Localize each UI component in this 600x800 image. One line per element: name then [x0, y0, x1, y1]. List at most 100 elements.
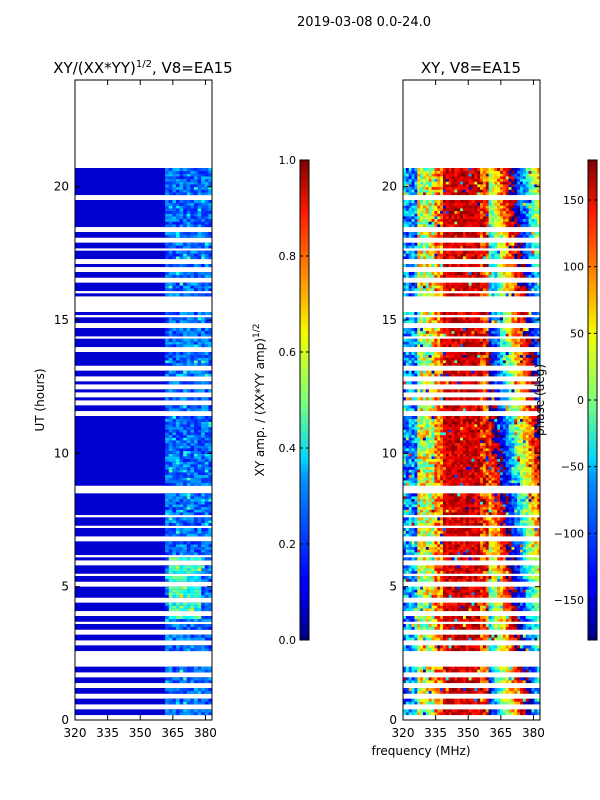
- heatmap-cell: [465, 589, 470, 593]
- heatmap-cell: [165, 698, 170, 702]
- heatmap-cell: [420, 578, 424, 582]
- heatmap-cell: [201, 216, 206, 220]
- heatmap-cell: [528, 618, 532, 622]
- heatmap-cell: [451, 690, 455, 694]
- heatmap-cell: [471, 445, 475, 449]
- heatmap-cell: [494, 586, 498, 590]
- heatmap-cell: [500, 669, 504, 673]
- heatmap-cell: [422, 546, 427, 550]
- heatmap-cell: [520, 626, 524, 630]
- heatmap-cell: [525, 496, 529, 500]
- heatmap-cell: [208, 216, 212, 220]
- heatmap-cell: [197, 429, 202, 433]
- heatmap-cell: [508, 688, 512, 692]
- heatmap-cell: [494, 669, 498, 673]
- heatmap-cell: [525, 530, 529, 534]
- heatmap-cell: [468, 448, 472, 452]
- heatmap-cell: [457, 626, 461, 630]
- heatmap-cell: [508, 453, 512, 457]
- heatmap-cell: [431, 477, 435, 481]
- heatmap-cell: [494, 589, 498, 593]
- heatmap-cell: [179, 586, 184, 590]
- heatmap-cell: [428, 530, 432, 534]
- heatmap-cell: [525, 477, 529, 481]
- heatmap-cell: [440, 509, 444, 513]
- heatmap-cell: [186, 570, 191, 574]
- heatmap-cell: [431, 522, 435, 526]
- heatmap-cell: [460, 592, 464, 596]
- heatmap-cell: [428, 616, 432, 620]
- heatmap-cell: [425, 448, 430, 452]
- heatmap-cell: [534, 453, 538, 457]
- heatmap-cell: [172, 504, 177, 508]
- heatmap-cell: [425, 533, 430, 537]
- heatmap-cell: [175, 594, 180, 598]
- heatmap-cell: [197, 493, 202, 497]
- heatmap-cell: [175, 221, 180, 225]
- heatmap-cell: [531, 528, 535, 532]
- heatmap-cell: [422, 541, 427, 545]
- heatmap-cell: [454, 464, 458, 468]
- heatmap-cell: [417, 549, 421, 553]
- heatmap-cell: [537, 666, 540, 670]
- heatmap-cell: [193, 712, 198, 716]
- heatmap-cell: [537, 472, 540, 476]
- heatmap-cell: [485, 690, 490, 694]
- heatmap-cell: [165, 512, 170, 516]
- heatmap-cell: [186, 242, 191, 246]
- heatmap-row: [75, 493, 212, 497]
- heatmap-cell: [186, 381, 191, 385]
- heatmap-cell: [497, 709, 501, 713]
- heatmap-cell: [514, 698, 518, 702]
- heatmap-cell: [183, 680, 188, 684]
- heatmap-cell: [485, 637, 490, 641]
- heatmap-cell: [186, 189, 191, 193]
- heatmap-cell: [417, 568, 421, 572]
- heatmap-cell: [186, 178, 191, 182]
- heatmap-cell: [491, 570, 495, 574]
- heatmap-cell: [440, 496, 444, 500]
- heatmap-cell: [172, 256, 177, 260]
- heatmap-cell: [186, 357, 191, 361]
- heatmap-cell: [437, 496, 441, 500]
- heatmap-cell: [186, 362, 191, 366]
- heatmap-cell: [405, 602, 410, 606]
- heatmap-cell: [172, 440, 177, 444]
- heatmap-cell: [525, 533, 529, 537]
- heatmap-cell: [179, 333, 184, 337]
- heatmap-cell: [165, 594, 170, 598]
- heatmap-cell: [445, 605, 450, 609]
- heatmap-row: [75, 352, 212, 356]
- heatmap-cell: [482, 506, 487, 510]
- heatmap-row: [75, 178, 212, 182]
- heatmap-cell: [531, 634, 535, 638]
- heatmap-cell: [471, 608, 475, 612]
- heatmap-cell: [165, 464, 170, 468]
- heatmap-cell: [417, 578, 421, 582]
- heatmap-cell: [534, 482, 538, 486]
- heatmap-cell: [168, 357, 173, 361]
- heatmap-cell: [502, 458, 507, 462]
- heatmap-cell: [193, 605, 198, 609]
- heatmap-cell: [437, 605, 441, 609]
- heatmap-cell: [522, 506, 527, 510]
- heatmap-cell: [434, 586, 438, 590]
- heatmap-cell: [179, 602, 184, 606]
- heatmap-cell: [186, 173, 191, 177]
- heatmap-cell: [186, 418, 191, 422]
- heatmap-cell: [502, 637, 507, 641]
- heatmap-cell: [451, 688, 455, 692]
- heatmap-cell: [448, 570, 452, 574]
- heatmap-cell: [204, 317, 209, 321]
- heatmap-cell: [491, 645, 495, 649]
- heatmap-cell: [448, 592, 452, 596]
- heatmap-cell: [422, 450, 427, 454]
- heatmap-cell: [431, 605, 435, 609]
- heatmap-cell: [204, 421, 209, 425]
- heatmap-cell: [183, 557, 188, 561]
- heatmap-cell: [411, 530, 415, 534]
- heatmap-cell: [208, 245, 212, 249]
- heatmap-cell: [172, 224, 177, 228]
- heatmap-cell: [445, 568, 450, 572]
- heatmap-cell: [186, 466, 191, 470]
